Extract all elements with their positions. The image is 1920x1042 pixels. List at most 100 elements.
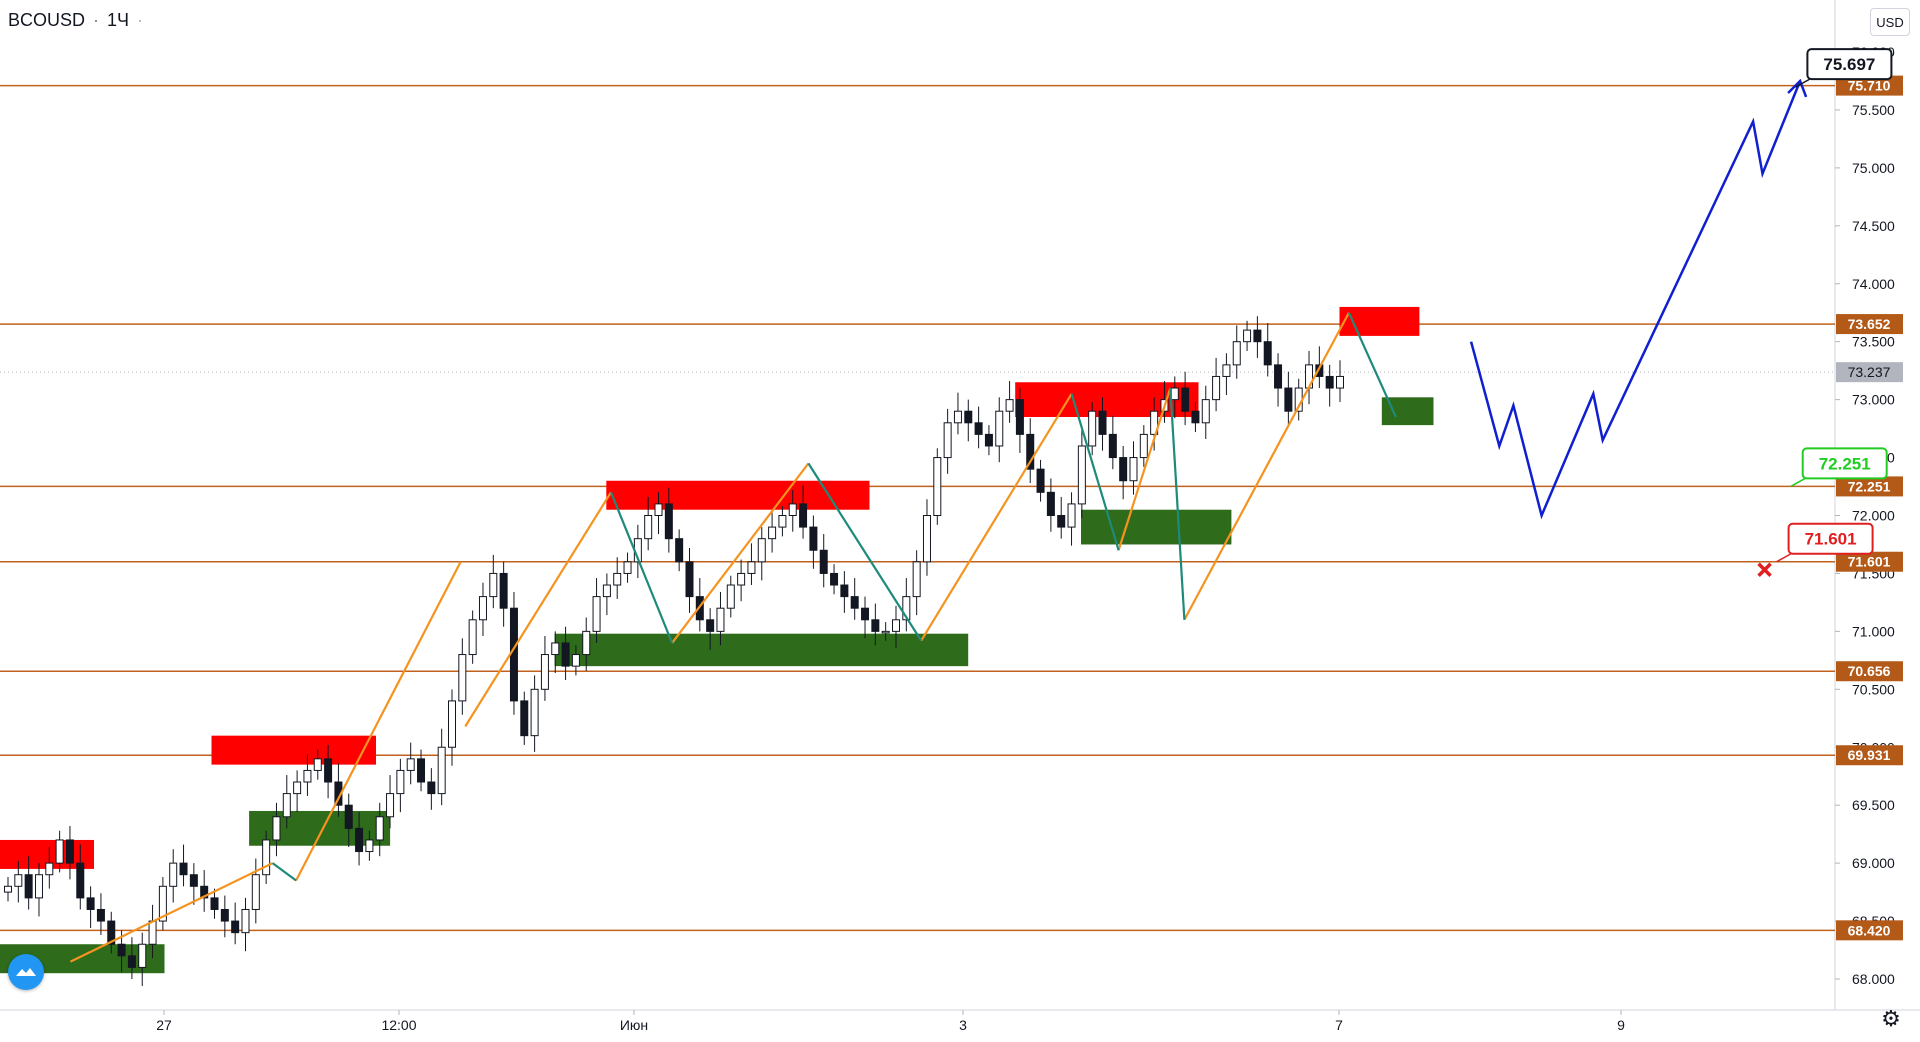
candle-body	[922, 515, 931, 563]
candle-body	[716, 607, 725, 632]
last-price-tag	[1836, 362, 1903, 383]
candle-body	[55, 839, 64, 864]
separator-dot-2: ·	[137, 10, 144, 30]
candle-body	[675, 538, 684, 563]
candle-body	[1119, 457, 1128, 482]
candle-body	[995, 410, 1004, 447]
candle-body	[262, 839, 271, 876]
candle-body	[406, 758, 415, 771]
candle-body	[272, 816, 281, 841]
callout-box	[1787, 522, 1874, 555]
candle-body	[231, 920, 240, 934]
callout-label: 75.697	[1823, 55, 1875, 74]
candle-body	[943, 422, 952, 459]
candle-body	[881, 630, 890, 634]
settings-gear-icon[interactable]: ⚙	[1881, 1006, 1901, 1031]
candle-body	[179, 862, 188, 876]
currency-button[interactable]: USD	[1870, 8, 1910, 36]
interval-label[interactable]: 1Ч	[107, 10, 130, 30]
candle-body	[1232, 341, 1241, 366]
candle-body	[1263, 341, 1272, 366]
candle-body	[1325, 375, 1334, 389]
supply-zone	[606, 480, 870, 510]
candle-body	[1212, 375, 1221, 401]
candle-body	[200, 885, 209, 899]
candle-body	[1088, 410, 1097, 447]
candle-body	[1274, 364, 1283, 389]
candle-body	[540, 654, 549, 690]
candle-body	[437, 746, 446, 795]
candle-body	[427, 781, 436, 795]
candle-body	[169, 862, 178, 887]
candle-body	[1243, 329, 1252, 343]
price-tick-label: 73.500	[1852, 334, 1895, 350]
impulse-leg	[70, 862, 274, 963]
impulse-leg	[920, 393, 1073, 642]
demand-zone	[554, 633, 969, 667]
candle-body	[478, 596, 487, 621]
candle-body	[1191, 410, 1200, 424]
time-tick-label: 27	[156, 1017, 172, 1033]
candle-body	[664, 503, 673, 540]
candle-body	[850, 596, 859, 609]
candle-body	[530, 688, 539, 737]
price-tick-label: 72.000	[1852, 508, 1895, 524]
candle-body	[861, 607, 870, 621]
candle-body	[86, 897, 95, 910]
candle-body	[964, 410, 973, 424]
price-tick-label: 68.000	[1852, 971, 1895, 987]
candle-body	[1150, 410, 1159, 435]
candle-body	[623, 561, 632, 574]
candle-body	[282, 793, 291, 818]
correction-leg	[807, 462, 923, 642]
candle-body	[912, 561, 921, 598]
callout-box	[1801, 447, 1888, 480]
candle-body	[324, 758, 333, 783]
candle-body	[45, 862, 54, 876]
candle-body	[96, 908, 105, 922]
platform-logo-icon[interactable]	[8, 954, 44, 990]
candle-body	[654, 503, 663, 517]
symbol-name[interactable]: BCOUSD	[8, 10, 86, 30]
time-tick-label: 9	[1617, 1017, 1625, 1033]
level-price-label: 71.601	[1848, 554, 1891, 570]
price-tick-label: 69.500	[1852, 797, 1895, 813]
candle-body	[4, 885, 12, 893]
correction-leg	[1169, 387, 1186, 620]
candle-body	[313, 758, 322, 771]
candle-body	[417, 758, 426, 783]
candle-body	[14, 874, 23, 887]
candle-body	[819, 549, 828, 574]
candle-body	[117, 943, 126, 957]
symbol-header[interactable]: BCOUSD · 1Ч ·	[8, 10, 143, 31]
cloud-icon	[16, 968, 36, 976]
candle-body	[1129, 457, 1138, 482]
candle-body	[344, 804, 353, 829]
callout-label: 71.601	[1805, 530, 1857, 549]
candle-body	[561, 642, 570, 667]
candle-body	[76, 862, 85, 899]
candle-body	[984, 433, 993, 447]
time-tick-label: 7	[1335, 1017, 1343, 1033]
zones	[0, 306, 1434, 974]
candle-body	[892, 619, 900, 632]
candle-body	[1336, 375, 1344, 389]
projection-arrowhead	[1787, 78, 1808, 98]
candle-body	[613, 572, 622, 586]
candle-body	[520, 700, 529, 737]
candle-body	[499, 572, 508, 609]
candle-body	[1170, 387, 1179, 401]
price-tick-label: 73.000	[1852, 392, 1895, 408]
candle-body	[747, 561, 756, 574]
supply-zone	[1339, 306, 1420, 336]
price-labels: 75.697 72.251 71.601	[1757, 48, 1893, 577]
candle-body	[840, 584, 849, 598]
candle-body	[778, 515, 787, 528]
candle-body	[1005, 399, 1014, 412]
candle-body	[107, 920, 116, 945]
candle-body	[189, 874, 198, 887]
candle-body	[386, 793, 395, 818]
candle-body	[158, 885, 167, 922]
